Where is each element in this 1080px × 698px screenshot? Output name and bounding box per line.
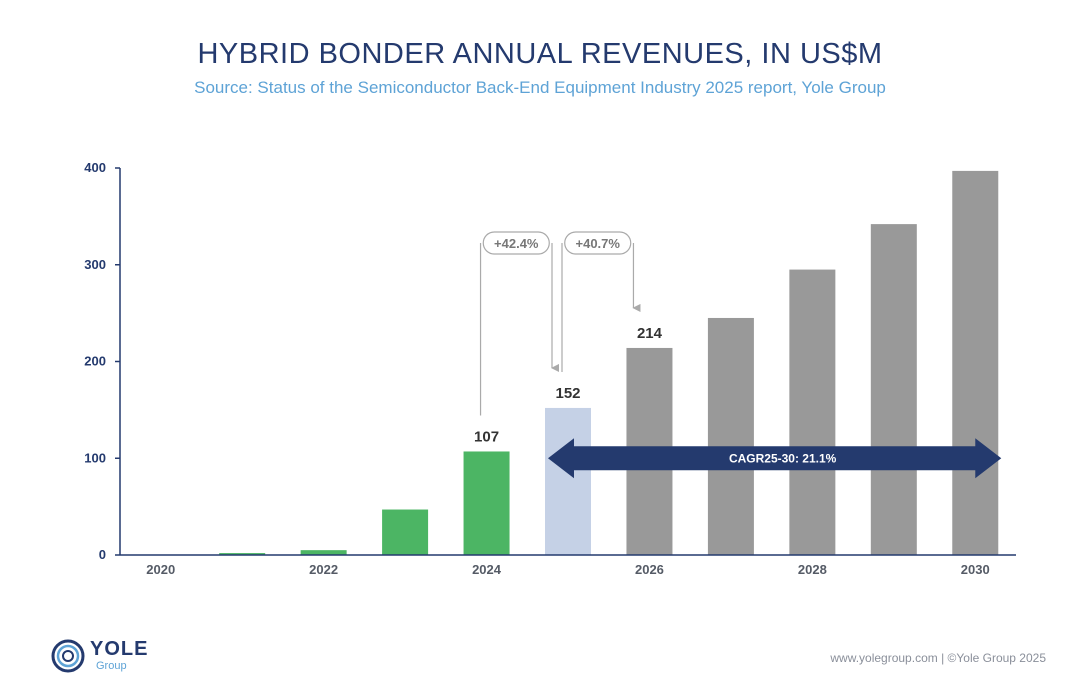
- chart-subtitle: Source: Status of the Semiconductor Back…: [194, 78, 886, 97]
- bar-2022: [300, 550, 347, 555]
- growth-annotations: +42.4% +40.7%: [479, 231, 641, 416]
- bar-2029: [870, 224, 917, 556]
- cagr-label: CAGR25-30: 21.1%: [729, 451, 837, 465]
- x-tick-label: 2024: [472, 562, 502, 577]
- growth-label: +42.4%: [494, 236, 539, 251]
- bar-2028: [789, 269, 836, 555]
- logo-subtext: Group: [96, 660, 127, 672]
- y-axis: 0 100 200 300 400: [84, 160, 121, 562]
- cagr-arrow: CAGR25-30: 21.1%: [548, 438, 1002, 479]
- logo-text: YOLE: [90, 638, 149, 660]
- growth-pill: [482, 231, 550, 255]
- bar-2025: [545, 407, 591, 555]
- data-label: 152: [555, 385, 580, 402]
- growth-pill: [564, 231, 632, 255]
- data-label: 107: [474, 428, 499, 445]
- bar-2021: [219, 553, 266, 555]
- bar-2027: [707, 317, 754, 555]
- data-labels: 107 152 214: [474, 325, 663, 446]
- growth-label: +40.7%: [576, 236, 621, 251]
- data-label: 214: [637, 325, 663, 342]
- x-tick-label: 2022: [309, 562, 338, 577]
- yole-swirl-icon: [51, 639, 85, 673]
- x-tick-label: 2030: [961, 562, 990, 577]
- x-tick-label: 2026: [635, 562, 664, 577]
- y-tick-label: 100: [84, 450, 106, 465]
- cagr-double-arrow: [548, 438, 1002, 479]
- chart-title: HYBRID BONDER ANNUAL REVENUES, IN US$M: [197, 38, 883, 70]
- y-tick-label: 400: [84, 160, 106, 175]
- x-tick-label: 2028: [798, 562, 827, 577]
- footer-credit: www.yolegroup.com | ©Yole Group 2025: [830, 651, 1046, 665]
- bars: [219, 170, 999, 556]
- x-axis: 2020 2022 2024 2026 2028 2030: [120, 554, 1016, 577]
- y-tick-label: 200: [84, 354, 106, 369]
- bar-2024: [463, 451, 510, 555]
- x-tick-label: 2020: [146, 562, 175, 577]
- bar-2030: [952, 170, 999, 555]
- y-tick-label: 0: [99, 547, 106, 562]
- y-tick-label: 300: [84, 257, 106, 272]
- bar-2023: [382, 509, 429, 555]
- yole-logo: YOLE Group: [50, 636, 160, 680]
